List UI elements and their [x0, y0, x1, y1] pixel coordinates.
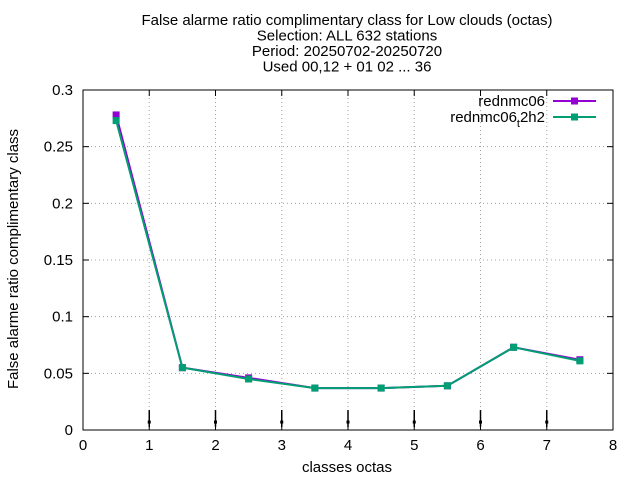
x-axis-label: classes octas: [302, 459, 392, 476]
error-bar: [479, 410, 482, 428]
data-point: [112, 117, 120, 125]
grid: [83, 90, 613, 430]
error-bar: [147, 410, 151, 428]
y-tick-labels: 0 0.05 0.1 0.15 0.2 0.25 0.3: [44, 82, 73, 439]
error-bar: [214, 410, 217, 428]
title-line: False alarme ratio complimentary class f…: [142, 12, 553, 29]
x-tick-label: 1: [145, 437, 153, 454]
y-tick-label: 0.3: [52, 82, 73, 99]
x-tick-label: 2: [211, 437, 219, 454]
x-tick-labels: 0 1 2 3 4 5 6 7 8: [79, 437, 617, 454]
y-tick-label: 0.15: [44, 252, 73, 269]
data-point: [311, 384, 319, 392]
x-tick-label: 4: [344, 437, 352, 454]
x-tick-label: 8: [609, 437, 617, 454]
y-tick-label: 0.05: [44, 365, 73, 382]
y-tick-label: 0: [65, 422, 73, 439]
data-point: [245, 375, 253, 383]
legend-marker: [571, 97, 578, 105]
data-point: [510, 343, 518, 351]
error-bar: [280, 410, 284, 428]
data-point: [112, 111, 120, 119]
legend-marker: [571, 113, 578, 121]
chart-title: False alarme ratio complimentary class f…: [142, 12, 553, 76]
x-tick-label: 7: [543, 437, 551, 454]
error-bar: [346, 410, 350, 428]
y-tick-label: 0.1: [52, 309, 73, 326]
y-tick-label: 0.25: [44, 139, 73, 156]
legend-label: rednmc06t2h2: [450, 109, 545, 130]
error-bar: [412, 410, 416, 428]
title-line: Used 00,12 + 01 02 ... 36: [263, 59, 432, 76]
legend-item: rednmc06: [478, 93, 596, 110]
y-tick-label: 0.2: [52, 195, 73, 212]
series-2: [112, 117, 584, 392]
x-tick-label: 5: [410, 437, 418, 454]
title-line: Period: 20250702-20250720: [252, 43, 442, 60]
error-bars: [147, 410, 549, 428]
data-point: [443, 382, 451, 390]
x-tick-label: 0: [79, 437, 87, 454]
data-point: [576, 357, 584, 365]
series-line: [115, 120, 581, 390]
legend-item: rednmc06t2h2: [450, 109, 596, 130]
error-bar: [545, 410, 549, 428]
title-line: Selection: ALL 632 stations: [257, 28, 437, 45]
data-point: [178, 364, 186, 372]
x-tick-label: 6: [476, 437, 484, 454]
x-tick-label: 3: [278, 437, 286, 454]
legend-label: rednmc06: [478, 93, 545, 110]
y-axis-label: False alarme ratio complimentary class: [5, 129, 22, 389]
series: [112, 111, 584, 392]
axes: [82, 89, 614, 431]
data-point: [377, 384, 385, 392]
